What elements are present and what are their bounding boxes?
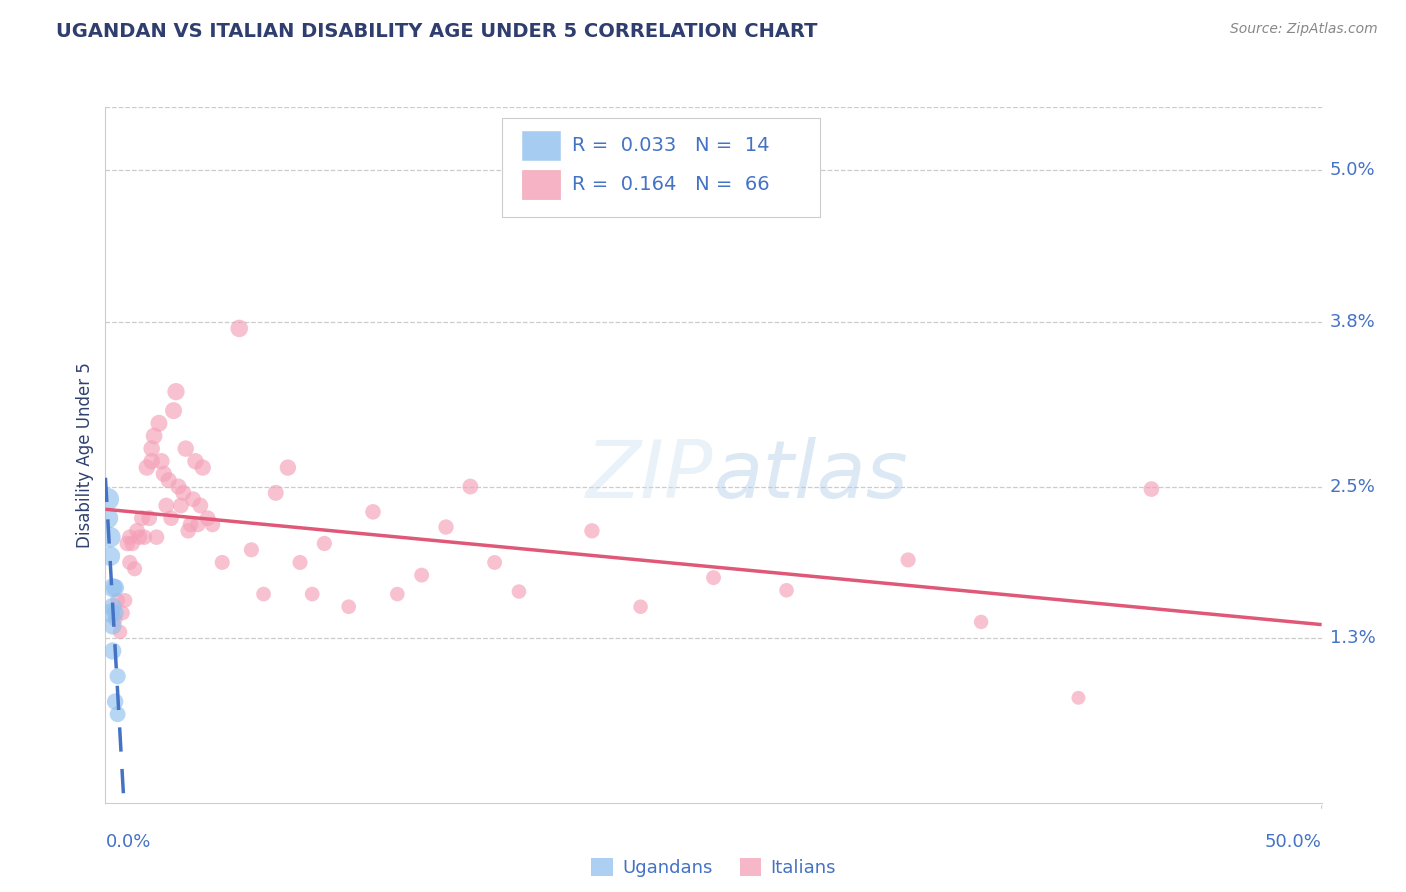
Point — [174, 442, 197, 456]
Point — [702, 571, 725, 585]
Point — [111, 606, 134, 620]
Point — [508, 584, 530, 599]
Point — [128, 530, 150, 544]
Point — [197, 511, 219, 525]
Point — [191, 460, 214, 475]
Point — [118, 556, 141, 570]
Point — [277, 460, 299, 475]
Point — [1067, 690, 1090, 705]
Point — [125, 524, 148, 538]
Point — [104, 606, 127, 620]
Point — [143, 429, 166, 443]
Point — [107, 669, 129, 683]
Point — [141, 442, 163, 456]
Point — [434, 520, 457, 534]
Text: 1.3%: 1.3% — [1330, 630, 1375, 648]
Point — [101, 581, 124, 595]
Text: 3.8%: 3.8% — [1330, 313, 1375, 331]
Point — [117, 536, 139, 550]
Text: 2.5%: 2.5% — [1330, 477, 1376, 496]
Point — [387, 587, 409, 601]
Point — [97, 511, 120, 525]
Text: ZIP: ZIP — [586, 437, 713, 515]
Point — [131, 511, 153, 525]
Point — [107, 593, 129, 607]
Point — [104, 612, 127, 626]
Point — [167, 479, 190, 493]
Point — [252, 587, 274, 601]
Point — [141, 454, 163, 468]
Point — [775, 583, 797, 598]
Point — [98, 549, 121, 563]
Point — [970, 615, 993, 629]
Point — [104, 581, 127, 595]
Point — [114, 593, 136, 607]
Point — [162, 403, 184, 417]
Point — [155, 499, 177, 513]
Point — [630, 599, 652, 614]
Text: UGANDAN VS ITALIAN DISABILITY AGE UNDER 5 CORRELATION CHART: UGANDAN VS ITALIAN DISABILITY AGE UNDER … — [56, 22, 818, 41]
Point — [184, 454, 207, 468]
Point — [211, 556, 233, 570]
Y-axis label: Disability Age Under 5: Disability Age Under 5 — [76, 362, 94, 548]
Legend: Ugandans, Italians: Ugandans, Italians — [583, 851, 844, 884]
Point — [101, 599, 124, 614]
Point — [188, 499, 211, 513]
Point — [135, 460, 157, 475]
Point — [98, 606, 121, 620]
Point — [124, 562, 146, 576]
Point — [101, 618, 124, 632]
Point — [458, 479, 481, 493]
Point — [897, 553, 920, 567]
Point — [150, 454, 173, 468]
Point — [165, 384, 187, 399]
Text: 0.0%: 0.0% — [105, 833, 150, 851]
Text: 5.0%: 5.0% — [1330, 161, 1375, 179]
Point — [187, 517, 209, 532]
Point — [108, 625, 131, 640]
Text: 50.0%: 50.0% — [1265, 833, 1322, 851]
Point — [107, 707, 129, 722]
Point — [170, 499, 193, 513]
Point — [1140, 482, 1163, 496]
Point — [180, 517, 202, 532]
Point — [228, 321, 250, 335]
Point — [134, 530, 156, 544]
Point — [160, 511, 183, 525]
Text: Source: ZipAtlas.com: Source: ZipAtlas.com — [1230, 22, 1378, 37]
Point — [411, 568, 433, 582]
Point — [484, 556, 506, 570]
Point — [101, 644, 124, 658]
Point — [98, 530, 121, 544]
Point — [104, 695, 127, 709]
Point — [153, 467, 176, 481]
Point — [240, 542, 263, 557]
Text: R =  0.164   N =  66: R = 0.164 N = 66 — [572, 175, 770, 194]
Text: atlas: atlas — [713, 437, 908, 515]
Point — [581, 524, 603, 538]
Point — [201, 517, 224, 532]
Point — [264, 486, 287, 500]
Point — [172, 486, 194, 500]
Point — [181, 492, 204, 507]
Point — [118, 530, 141, 544]
Point — [361, 505, 384, 519]
Point — [288, 556, 311, 570]
Point — [301, 587, 323, 601]
Point — [177, 524, 200, 538]
Point — [121, 536, 143, 550]
Point — [148, 417, 170, 431]
Point — [337, 599, 360, 614]
Point — [145, 530, 167, 544]
Point — [97, 492, 120, 507]
Point — [157, 473, 180, 487]
Point — [138, 511, 160, 525]
Text: R =  0.033   N =  14: R = 0.033 N = 14 — [572, 136, 769, 155]
Point — [314, 536, 336, 550]
